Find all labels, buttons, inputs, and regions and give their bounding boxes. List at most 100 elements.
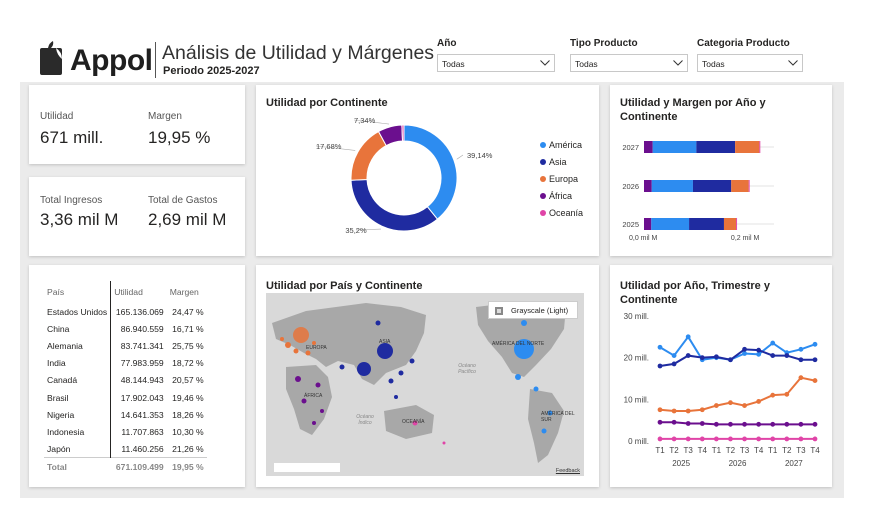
- column-header[interactable]: Margen: [169, 287, 199, 297]
- data-point: [657, 363, 663, 369]
- legend-item-oceania[interactable]: Oceanía: [540, 208, 583, 218]
- kpi-utilidad-value: 671 mill.: [40, 128, 104, 147]
- x-tick-label: T2: [726, 446, 736, 455]
- stacked-bar-title: Utilidad y Margen por Año y Continente: [620, 97, 766, 123]
- bar-segment-2026: [651, 180, 693, 192]
- x-tick-label: 0,0 mil M: [629, 235, 658, 242]
- series-line-Asia: [659, 348, 815, 367]
- header-separator: [155, 42, 156, 78]
- table-row[interactable]: China 86.940.559 16,71 %: [44, 320, 207, 338]
- donut-chart: 39,14% 35,2% 17,68% 7,34%: [315, 116, 493, 235]
- table-row[interactable]: Alemania 83.741.341 25,75 %: [44, 337, 207, 355]
- kpi-margen-value: 19,95 %: [148, 128, 211, 147]
- kpi-ingresos-value: 3,36 mil M: [40, 210, 119, 229]
- x-tick-label: T3: [740, 446, 750, 455]
- data-point: [770, 421, 776, 427]
- cell-margen: 19,46 %: [172, 392, 204, 403]
- data-point: [713, 436, 719, 442]
- table-row[interactable]: Estados Unidos 165.136.069 24,47 %: [44, 303, 207, 321]
- x-tick-label: T3: [796, 446, 806, 455]
- data-point: [713, 354, 719, 360]
- y-tick-label: 2026: [622, 182, 639, 191]
- data-point: [713, 403, 719, 408]
- legend-label: Asia: [549, 157, 567, 167]
- data-point: [699, 407, 705, 413]
- x-tick-label: T3: [684, 446, 694, 455]
- cell-pais: Alemania: [47, 340, 83, 351]
- slicer-tipo-producto[interactable]: Tipo Producto Todas: [570, 38, 688, 72]
- table-row[interactable]: India 77.983.959 18,72 %: [44, 354, 207, 372]
- x-tick-label: T1: [768, 446, 778, 455]
- bar-segment-2026: [731, 180, 749, 192]
- series-line-Europa: [659, 376, 816, 412]
- cell-pais: Estados Unidos: [47, 306, 108, 317]
- legend-label: Europa: [549, 174, 579, 184]
- slicer-label: Tipo Producto: [570, 38, 638, 49]
- data-point: [812, 378, 818, 383]
- slicer-dropdown[interactable]: Todas: [570, 54, 688, 72]
- slicer-ano[interactable]: Año Todas: [437, 38, 555, 72]
- data-point: [699, 421, 705, 426]
- table-row[interactable]: Japón 11.460.256 21,26 %: [44, 440, 207, 458]
- cell-utilidad: 48.144.943: [110, 371, 167, 389]
- kpi-margen-label: Margen: [148, 111, 182, 122]
- data-point: [657, 419, 663, 425]
- bar-segment-2025: [689, 218, 724, 230]
- chevron-down-icon: [788, 60, 798, 66]
- slicer-value: Todas: [442, 59, 465, 69]
- table-total-row: Total 671.109.499 19,95 %: [44, 457, 207, 475]
- line-chart-card: [610, 265, 832, 487]
- table-row[interactable]: Nigeria 14.641.353 18,26 %: [44, 406, 207, 424]
- map-feedback-link[interactable]: Feedback: [555, 468, 580, 474]
- column-header[interactable]: País: [47, 287, 65, 297]
- bar-segment-2027: [696, 141, 736, 153]
- legend-item-europa[interactable]: Europa: [540, 174, 578, 184]
- data-point: [756, 399, 762, 404]
- data-point: [812, 357, 818, 363]
- slicer-categoria-producto[interactable]: Categoria Producto Todas: [697, 38, 803, 72]
- data-point: [770, 436, 776, 442]
- north-america-shape: [476, 301, 566, 377]
- table-row[interactable]: Canadá 48.144.943 20,57 %: [44, 371, 207, 389]
- table-row[interactable]: Indonesia 11.707.863 10,30 %: [44, 423, 207, 441]
- bar-segment-2026: [644, 180, 652, 192]
- australia-shape: [384, 405, 434, 439]
- legend-item-asia[interactable]: Asia: [540, 157, 567, 167]
- column-header[interactable]: Utilidad: [110, 281, 167, 303]
- south-america-shape: [528, 389, 564, 463]
- legend-item-america[interactable]: América: [540, 140, 582, 150]
- data-point: [770, 392, 776, 398]
- cell-pais: China: [47, 323, 70, 334]
- map-title: Utilidad por País y Continente: [266, 280, 423, 292]
- page-title: Análisis de Utilidad y Márgenes: [162, 42, 435, 64]
- chevron-down-icon: [540, 60, 550, 66]
- data-label-leader: [355, 228, 381, 231]
- donut-slice-1: [403, 124, 458, 220]
- cell-margen: 24,47 %: [172, 306, 204, 317]
- y-tick-label: 2025: [622, 220, 639, 229]
- cell-margen: 20,57 %: [172, 375, 204, 386]
- map-label-america-norte: AMÉRICA DEL NORTE: [492, 341, 545, 347]
- map-style-button[interactable]: Grayscale (Light): [488, 301, 578, 319]
- data-point: [685, 421, 691, 426]
- data-point: [798, 421, 804, 427]
- kpi-card-ingresos-gastos: Total Ingresos 3,36 mil M Total de Gasto…: [29, 177, 245, 256]
- bar-segment-2027: [652, 141, 697, 153]
- legend-item-africa[interactable]: África: [540, 191, 572, 201]
- apple-logo-icon: [40, 41, 62, 75]
- world-map[interactable]: EUROPA ASIA AMÉRICA DEL NORTE ÁFRICA OCE…: [266, 293, 584, 476]
- data-point: [798, 346, 804, 352]
- data-point: [742, 403, 747, 408]
- slicer-dropdown[interactable]: Todas: [697, 54, 803, 72]
- brand-name: Appol: [70, 44, 153, 77]
- map-label-pacifico: Océano Pacífico: [458, 363, 476, 375]
- legend-dot: [540, 193, 546, 199]
- bar-segment-2026: [692, 180, 732, 192]
- data-point: [742, 436, 747, 442]
- cell-margen: 18,72 %: [172, 358, 204, 369]
- slicer-value: Todas: [575, 59, 598, 69]
- slicer-dropdown[interactable]: Todas: [437, 54, 555, 72]
- y-tick-label: 20 mill.: [624, 354, 649, 363]
- map-label-indico: Océano Índico: [356, 414, 374, 426]
- table-row[interactable]: Brasil 17.902.043 19,46 %: [44, 388, 207, 407]
